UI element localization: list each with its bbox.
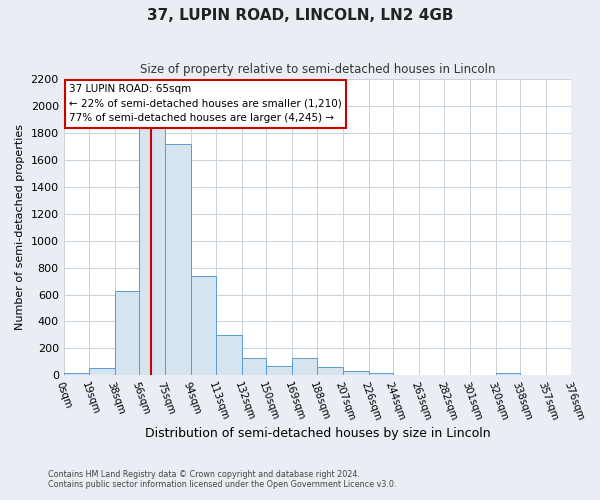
- Bar: [496, 373, 520, 375]
- Bar: [191, 276, 216, 375]
- Bar: [317, 367, 343, 375]
- Bar: [393, 374, 419, 375]
- Bar: [343, 370, 369, 375]
- Bar: [369, 373, 393, 375]
- Y-axis label: Number of semi-detached properties: Number of semi-detached properties: [15, 124, 25, 330]
- Bar: [115, 291, 139, 375]
- Text: 37 LUPIN ROAD: 65sqm
← 22% of semi-detached houses are smaller (1,210)
77% of se: 37 LUPIN ROAD: 65sqm ← 22% of semi-detac…: [69, 84, 341, 124]
- Bar: [89, 368, 115, 375]
- Text: Contains HM Land Registry data © Crown copyright and database right 2024.
Contai: Contains HM Land Registry data © Crown c…: [48, 470, 397, 489]
- Bar: [242, 358, 266, 375]
- Bar: [165, 144, 191, 375]
- Bar: [266, 366, 292, 375]
- Bar: [216, 335, 242, 375]
- Text: 37, LUPIN ROAD, LINCOLN, LN2 4GB: 37, LUPIN ROAD, LINCOLN, LN2 4GB: [147, 8, 453, 22]
- Bar: [419, 374, 445, 375]
- Bar: [64, 373, 89, 375]
- Bar: [292, 358, 317, 375]
- Title: Size of property relative to semi-detached houses in Lincoln: Size of property relative to semi-detach…: [140, 62, 495, 76]
- Bar: [139, 128, 165, 375]
- X-axis label: Distribution of semi-detached houses by size in Lincoln: Distribution of semi-detached houses by …: [145, 427, 490, 440]
